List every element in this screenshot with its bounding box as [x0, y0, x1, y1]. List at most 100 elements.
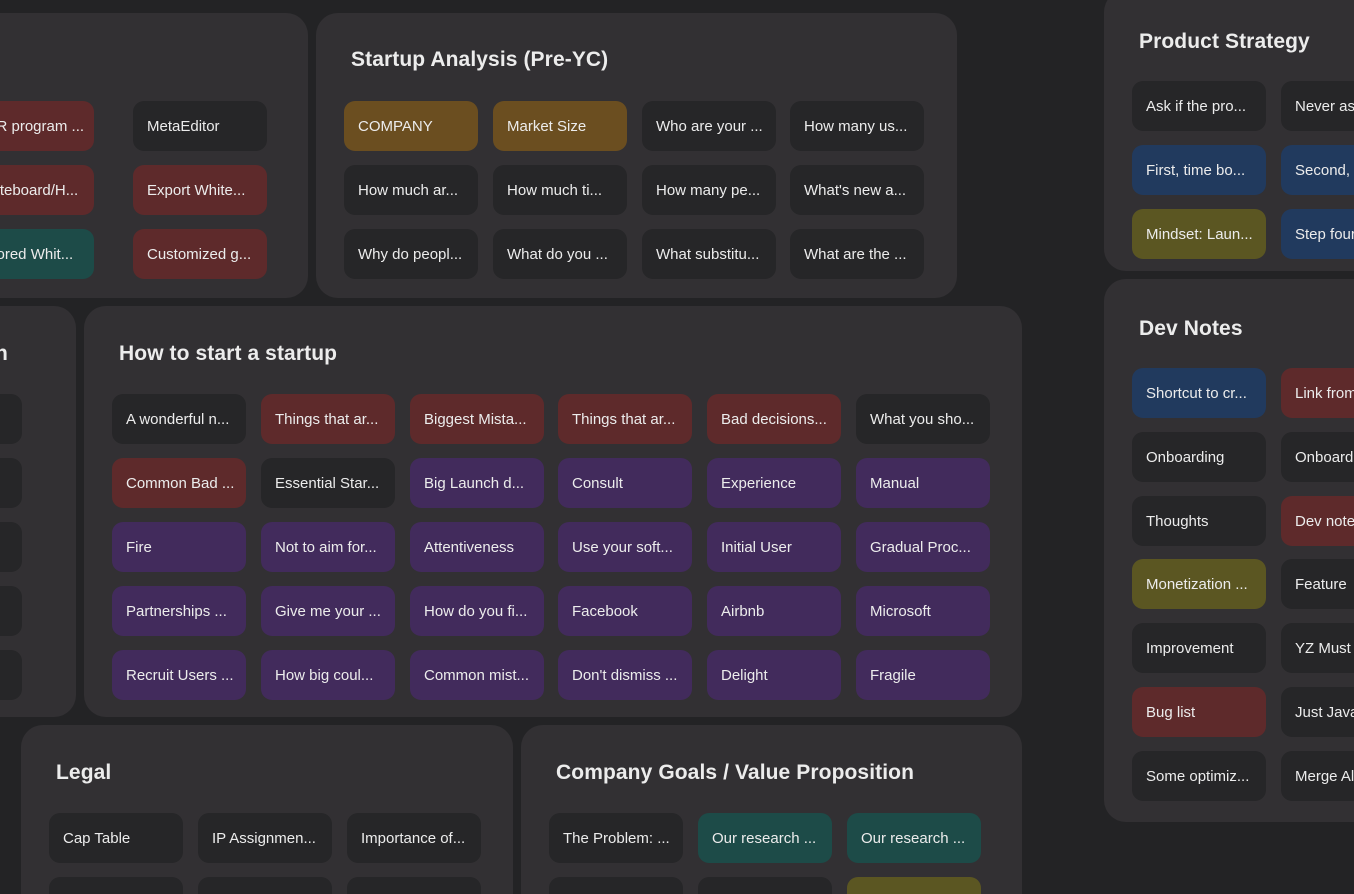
card[interactable]: OCR program ...: [0, 101, 94, 151]
card[interactable]: Link from: [1281, 368, 1354, 418]
card[interactable]: [0, 650, 22, 700]
card[interactable]: Dev note: [1281, 496, 1354, 546]
card[interactable]: [0, 522, 22, 572]
card[interactable]: Some optimiz...: [1132, 751, 1266, 801]
card[interactable]: Improvement: [1132, 623, 1266, 673]
card-label: Who are your ...: [656, 117, 763, 135]
card[interactable]: Big Launch d...: [410, 458, 544, 508]
card[interactable]: [198, 877, 332, 894]
card[interactable]: [347, 877, 481, 894]
card[interactable]: Delight: [707, 650, 841, 700]
card[interactable]: How big coul...: [261, 650, 395, 700]
card[interactable]: A wonderful n...: [112, 394, 246, 444]
card[interactable]: The Problem: ...: [549, 813, 683, 863]
card[interactable]: [0, 586, 22, 636]
card[interactable]: Shortcut to cr...: [1132, 368, 1266, 418]
card[interactable]: What you sho...: [856, 394, 990, 444]
card[interactable]: Never as: [1281, 81, 1354, 131]
card[interactable]: Market Size: [493, 101, 627, 151]
card[interactable]: Monetization ...: [1132, 559, 1266, 609]
card[interactable]: Customized g...: [133, 229, 267, 279]
card[interactable]: Whiteboard/H...: [0, 165, 94, 215]
card[interactable]: Export White...: [133, 165, 267, 215]
card[interactable]: Biggest Mista...: [410, 394, 544, 444]
card[interactable]: Attentiveness: [410, 522, 544, 572]
card[interactable]: Bug list: [1132, 687, 1266, 737]
card[interactable]: Who are your ...: [642, 101, 776, 151]
card[interactable]: Common mist...: [410, 650, 544, 700]
card[interactable]: Experience: [707, 458, 841, 508]
card[interactable]: What do you ...: [493, 229, 627, 279]
card[interactable]: Recruit Users ...: [112, 650, 246, 700]
card[interactable]: Microsoft: [856, 586, 990, 636]
card[interactable]: Gradual Proc...: [856, 522, 990, 572]
card[interactable]: Facebook: [558, 586, 692, 636]
card[interactable]: What substitu...: [642, 229, 776, 279]
board-title: Product Strategy: [1139, 30, 1310, 53]
card[interactable]: Merge Al: [1281, 751, 1354, 801]
card[interactable]: What are the ...: [790, 229, 924, 279]
card-label: Just Java: [1295, 703, 1354, 721]
board-left-partial[interactable]: n: [0, 306, 76, 717]
card[interactable]: Common Bad ...: [112, 458, 246, 508]
card[interactable]: [49, 877, 183, 894]
card[interactable]: Onboarding: [1132, 432, 1266, 482]
card[interactable]: How do you fi...: [410, 586, 544, 636]
card[interactable]: Initial User: [707, 522, 841, 572]
card[interactable]: YZ Must: [1281, 623, 1354, 673]
card[interactable]: How many pe...: [642, 165, 776, 215]
card[interactable]: Thoughts: [1132, 496, 1266, 546]
card[interactable]: Bad decisions...: [707, 394, 841, 444]
board-legal[interactable]: Legal Cap Table IP Assignmen... Importan…: [21, 725, 513, 894]
card[interactable]: Don't dismiss ...: [558, 650, 692, 700]
card[interactable]: Not to aim for...: [261, 522, 395, 572]
card[interactable]: Importance of...: [347, 813, 481, 863]
card[interactable]: What's new a...: [790, 165, 924, 215]
board-how-to-start-a-startup[interactable]: How to start a startup A wonderful n... …: [84, 306, 1022, 717]
card[interactable]: Fragile: [856, 650, 990, 700]
card[interactable]: Use your soft...: [558, 522, 692, 572]
card[interactable]: Feature: [1281, 559, 1354, 609]
board-dev-notes[interactable]: Dev Notes Shortcut to cr... Link from On…: [1104, 279, 1354, 822]
card[interactable]: Ask if the pro...: [1132, 81, 1266, 131]
card[interactable]: Just Java: [1281, 687, 1354, 737]
board-startup-analysis[interactable]: Startup Analysis (Pre-YC) COMPANY Market…: [316, 13, 957, 298]
card-label: Not to aim for...: [275, 538, 377, 556]
card[interactable]: How much ar...: [344, 165, 478, 215]
card-label: Big Launch d...: [424, 474, 525, 492]
card[interactable]: Our research ...: [847, 813, 981, 863]
card-label: Attentiveness: [424, 538, 515, 556]
card[interactable]: Onboard: [1281, 432, 1354, 482]
board-top-left[interactable]: OCR program ... MetaEditor Whiteboard/H.…: [0, 13, 308, 298]
card[interactable]: Mindset: Laun...: [1132, 209, 1266, 259]
card[interactable]: [549, 877, 683, 894]
card[interactable]: Consult: [558, 458, 692, 508]
card[interactable]: Manual: [856, 458, 990, 508]
card[interactable]: How many us...: [790, 101, 924, 151]
card[interactable]: Give me your ...: [261, 586, 395, 636]
card[interactable]: Essential Star...: [261, 458, 395, 508]
board-company-goals[interactable]: Company Goals / Value Proposition The Pr…: [521, 725, 1022, 894]
card[interactable]: Things that ar...: [558, 394, 692, 444]
card[interactable]: Colored Whit...: [0, 229, 94, 279]
card[interactable]: MetaEditor: [133, 101, 267, 151]
card[interactable]: COMPANY: [344, 101, 478, 151]
card[interactable]: IP Assignmen...: [198, 813, 332, 863]
card[interactable]: How much ti...: [493, 165, 627, 215]
card[interactable]: Things that ar...: [261, 394, 395, 444]
card[interactable]: [847, 877, 981, 894]
card[interactable]: [698, 877, 832, 894]
card[interactable]: Airbnb: [707, 586, 841, 636]
card[interactable]: Our research ...: [698, 813, 832, 863]
card[interactable]: First, time bo...: [1132, 145, 1266, 195]
card[interactable]: Second,: [1281, 145, 1354, 195]
card[interactable]: Step four: [1281, 209, 1354, 259]
board-product-strategy[interactable]: Product Strategy Ask if the pro... Never…: [1104, 0, 1354, 271]
card[interactable]: Fire: [112, 522, 246, 572]
card[interactable]: [0, 458, 22, 508]
card[interactable]: [0, 394, 22, 444]
card[interactable]: Cap Table: [49, 813, 183, 863]
card[interactable]: Why do peopl...: [344, 229, 478, 279]
card[interactable]: Partnerships ...: [112, 586, 246, 636]
